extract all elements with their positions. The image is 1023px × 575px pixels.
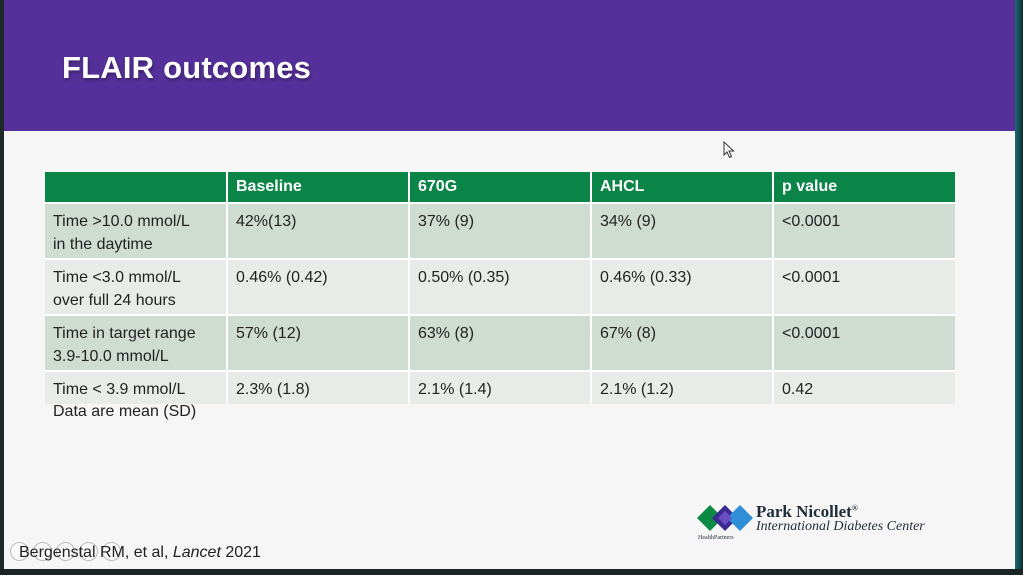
table-header-cell: Baseline	[227, 172, 410, 203]
table-header-cell: 670G	[409, 172, 592, 203]
window-bottom-edge	[0, 569, 1023, 575]
slide-nav-controls[interactable]	[10, 542, 121, 561]
table-header-cell: p value	[773, 172, 955, 203]
table-cell: 34% (9)	[591, 202, 774, 259]
table-cell: 0.46% (0.33)	[591, 258, 774, 315]
citation-journal: Lancet	[172, 544, 221, 561]
row-label-line: Time <3.0 mmol/L	[53, 269, 181, 286]
table-cell: <0.0001	[773, 314, 955, 371]
nav-button-icon[interactable]	[10, 542, 29, 561]
citation-year: 2021	[220, 544, 261, 561]
logo-subtitle: International Diabetes Center	[756, 519, 925, 534]
table-cell: 0.42	[773, 370, 955, 404]
table-cell: <0.0001	[773, 258, 955, 315]
row-label-line: Time in target range	[53, 325, 196, 342]
table-cell: 37% (9)	[409, 202, 592, 259]
table-footnote: Data are mean (SD)	[53, 403, 197, 420]
nav-button-icon[interactable]	[79, 542, 98, 561]
row-label-cell: Time >10.0 mmol/L in the daytime	[45, 202, 228, 259]
slide-title: FLAIR outcomes	[62, 50, 312, 85]
table-cell: 67% (8)	[591, 314, 774, 371]
table-cell: 2.1% (1.2)	[591, 370, 774, 404]
window-right-edge	[1015, 0, 1023, 575]
diamond-logo-icon	[697, 505, 753, 531]
table-cell: 42%(13)	[227, 202, 410, 259]
row-label-cell: Time < 3.9 mmol/L	[45, 370, 228, 404]
park-nicollet-logo: Park Nicollet® International Diabetes Ce…	[696, 502, 976, 546]
row-label-line: over full 24 hours	[53, 292, 176, 309]
logo-parent: HealthPartners	[698, 535, 734, 541]
row-label-line: Time >10.0 mmol/L	[53, 213, 190, 230]
table-cell: 0.50% (0.35)	[409, 258, 592, 315]
outcomes-table: Baseline 670G AHCL p value Time >10.0 mm…	[45, 172, 955, 404]
nav-button-icon[interactable]	[33, 542, 52, 561]
logo-trademark: ®	[851, 503, 858, 513]
table-cell: 63% (8)	[409, 314, 592, 371]
mouse-cursor-icon	[723, 141, 735, 159]
table-cell: 2.1% (1.4)	[409, 370, 592, 404]
table-header-cell	[45, 172, 228, 203]
table-cell: <0.0001	[773, 202, 955, 259]
row-label-line: 3.9-10.0 mmol/L	[53, 348, 169, 365]
logo-name: Park Nicollet®	[756, 502, 858, 522]
row-label-cell: Time <3.0 mmol/L over full 24 hours	[45, 258, 228, 315]
table-header-row: Baseline 670G AHCL p value	[45, 172, 955, 203]
row-label-line: in the daytime	[53, 236, 153, 253]
presentation-slide: FLAIR outcomes Baseline 670G AHCL p valu…	[4, 0, 1015, 569]
citation: Bergenstal RM, et al, Lancet 2021	[19, 544, 261, 562]
table-header-cell: AHCL	[591, 172, 774, 203]
slide-header-band: FLAIR outcomes	[4, 0, 1015, 131]
table-row: Time <3.0 mmol/L over full 24 hours 0.46…	[45, 258, 955, 315]
row-label-cell: Time in target range 3.9-10.0 mmol/L	[45, 314, 228, 371]
row-label-line: Time < 3.9 mmol/L	[53, 381, 186, 398]
table-cell: 0.46% (0.42)	[227, 258, 410, 315]
table-row: Time < 3.9 mmol/L 2.3% (1.8) 2.1% (1.4) …	[45, 370, 955, 404]
table-row: Time in target range 3.9-10.0 mmol/L 57%…	[45, 314, 955, 371]
table-row: Time >10.0 mmol/L in the daytime 42%(13)…	[45, 202, 955, 259]
nav-button-icon[interactable]	[56, 542, 75, 561]
logo-name-text: Park Nicollet	[756, 502, 852, 521]
table-cell: 2.3% (1.8)	[227, 370, 410, 404]
citation-authors: Bergenstal RM, et al,	[19, 544, 173, 561]
table-cell: 57% (12)	[227, 314, 410, 371]
nav-button-icon[interactable]	[102, 542, 121, 561]
